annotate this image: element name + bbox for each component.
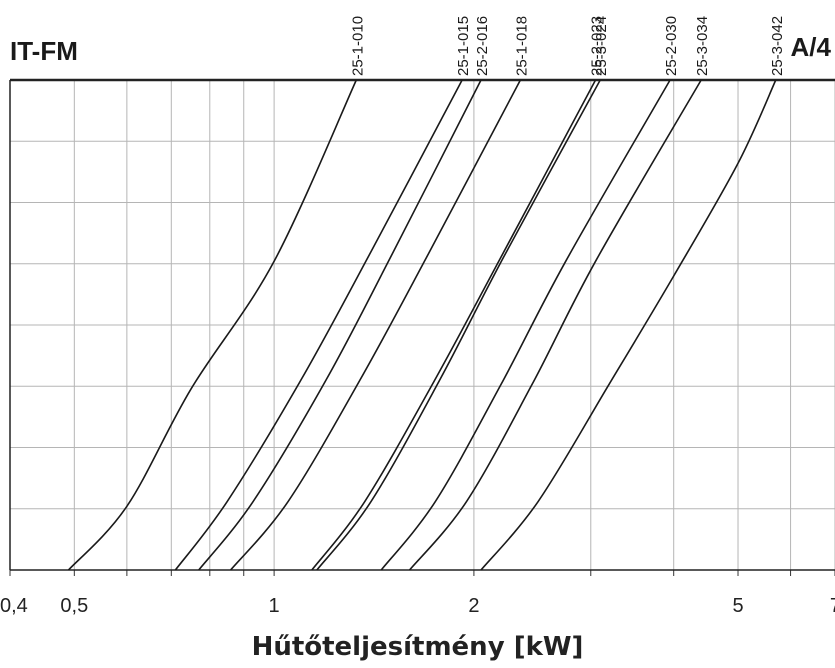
- series-line-25-1-018: [230, 79, 522, 571]
- series-line-25-2-030: [380, 79, 671, 571]
- x-tick-label-5: 7: [830, 595, 835, 617]
- series-line-25-1-015: [174, 79, 463, 571]
- series-label-25-2-030: 25-2-030: [663, 16, 680, 76]
- series-label-25-2-016: 25-2-016: [474, 16, 491, 76]
- chart-title-right: A/4: [790, 32, 831, 62]
- series-line-25-1-010: [67, 79, 358, 571]
- x-tick-label-2: 1: [269, 595, 280, 617]
- series-line-25-3-034: [408, 79, 702, 571]
- x-tick-labels: 0,4 0,5 1 2 5 7: [0, 595, 835, 617]
- series-label-25-1-010: 25-1-010: [349, 16, 366, 76]
- chart-series: [67, 79, 777, 571]
- series-label-25-2-023: 25-2-023: [589, 16, 606, 76]
- series-line-25-2-016: [198, 79, 482, 571]
- series-line-25-3-024: [316, 79, 601, 571]
- x-axis-label: Hűtőteljesítmény [kW]: [251, 632, 584, 662]
- series-label-25-3-042: 25-3-042: [769, 16, 786, 76]
- series-labels: 25-1-010 25-1-015 25-2-016 25-1-018 25-2-023…: [349, 16, 785, 76]
- x-tick-label-0: 0,4: [0, 595, 28, 617]
- series-label-25-3-034: 25-3-034: [694, 16, 711, 76]
- series-label-25-1-018: 25-1-018: [513, 16, 530, 76]
- x-tick-label-4: 5: [732, 595, 743, 617]
- x-tick-label-3: 2: [468, 595, 479, 617]
- series-label-25-1-015: 25-1-015: [455, 16, 472, 76]
- x-tick-label-1: 0,5: [60, 595, 88, 617]
- series-label-25-3-024: 25-3-024: [593, 16, 610, 76]
- series-line-25-2-023: [311, 79, 597, 571]
- series-line-25-3-042: [480, 79, 777, 571]
- chart-title-left: IT-FM: [10, 36, 78, 66]
- chart-frame: [9, 78, 835, 571]
